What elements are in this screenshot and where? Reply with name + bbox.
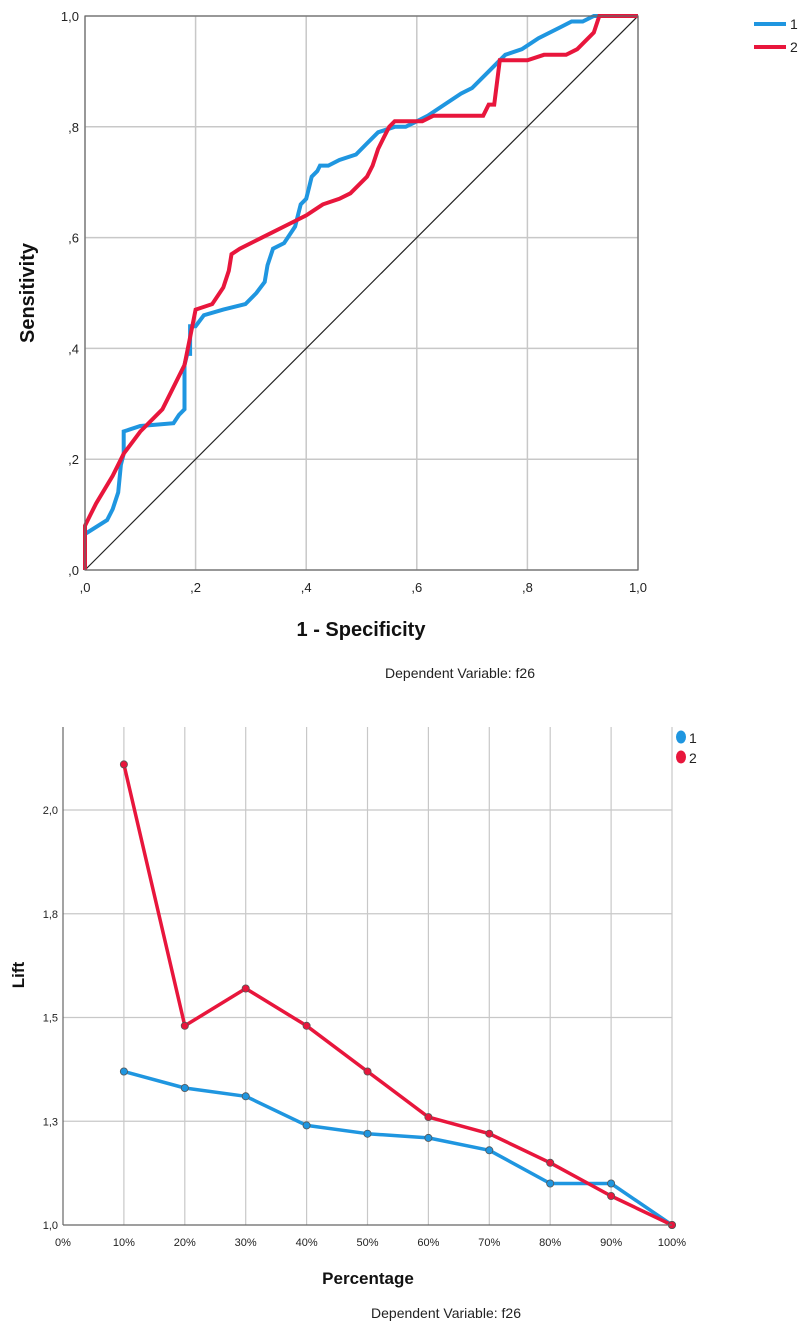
lift-legend-label-1: 1 xyxy=(689,730,697,746)
roc-y-tick-label: ,2 xyxy=(68,452,79,467)
lift-point-series-2 xyxy=(119,760,128,769)
roc-series-line-2 xyxy=(83,14,638,570)
lift-y-axis-title: Lift xyxy=(9,961,28,988)
lift-dependent-variable-note: Dependent Variable: f26 xyxy=(371,1305,521,1321)
roc-plot-frame xyxy=(84,15,639,571)
lift-x-tick-label: 30% xyxy=(235,1237,257,1249)
roc-legend-label-2: 2 xyxy=(790,39,798,55)
lift-point-series-2 xyxy=(302,1021,311,1030)
lift-legend-swatch-2 xyxy=(676,750,686,764)
lift-point-series-1 xyxy=(485,1146,494,1155)
roc-y-tick-label: ,0 xyxy=(68,563,79,578)
lift-point-series-1 xyxy=(302,1121,311,1130)
lift-series-markers xyxy=(119,760,677,1230)
lift-y-tick-label: 2,0 xyxy=(43,805,58,817)
lift-point-series-2 xyxy=(241,984,250,993)
lift-x-tick-label: 0% xyxy=(55,1237,71,1249)
roc-reference-diagonal xyxy=(84,15,639,571)
roc-y-axis-title: Sensitivity xyxy=(17,242,39,343)
lift-point-series-1 xyxy=(607,1179,616,1188)
lift-point-series-2 xyxy=(546,1158,555,1167)
lift-point-series-1 xyxy=(180,1084,189,1093)
lift-point-series-1 xyxy=(241,1092,250,1101)
roc-x-tick-label: ,0 xyxy=(80,580,91,595)
roc-x-tick-label: 1,0 xyxy=(629,580,647,595)
lift-series-line-2 xyxy=(122,764,673,1227)
lift-x-tick-label: 10% xyxy=(113,1237,135,1249)
lift-x-axis-title: Percentage xyxy=(322,1269,414,1288)
lift-legend-label-2: 2 xyxy=(689,750,697,766)
lift-x-tick-label: 40% xyxy=(296,1237,318,1249)
lift-series-lines xyxy=(122,764,673,1227)
roc-series-lines xyxy=(83,14,638,570)
lift-point-series-2 xyxy=(180,1021,189,1030)
lift-point-series-1 xyxy=(424,1133,433,1142)
lift-y-tick-label: 1,8 xyxy=(43,909,58,921)
lift-legend: 1 2 xyxy=(676,730,697,766)
lift-y-tick-label: 1,5 xyxy=(43,1013,58,1025)
lift-legend-swatch-1 xyxy=(676,730,686,744)
lift-x-tick-label: 80% xyxy=(539,1237,561,1249)
lift-x-tick-label: 70% xyxy=(478,1237,500,1249)
lift-point-series-1 xyxy=(119,1067,128,1076)
lift-chart: 0% 10% 20% 30% 40% 50% 60% 70% 80% 90% 100% 1,0 1,3… xyxy=(9,727,697,1321)
roc-legend: 1 2 xyxy=(754,16,798,55)
lift-point-series-2 xyxy=(485,1129,494,1138)
roc-y-tick-label: 1,0 xyxy=(61,9,79,24)
roc-legend-label-1: 1 xyxy=(790,16,798,32)
roc-x-tick-label: ,6 xyxy=(411,580,422,595)
roc-chart: ,0 ,2 ,4 ,6 ,8 1,0 ,0 ,2 ,4 ,6 ,8 1,0 1 - Specific… xyxy=(17,9,798,681)
roc-x-tick-label: ,2 xyxy=(190,580,201,595)
lift-point-series-1 xyxy=(363,1129,372,1138)
lift-x-tick-labels: 0% 10% 20% 30% 40% 50% 60% 70% 80% 90% 100% xyxy=(55,1237,686,1249)
lift-y-tick-label: 1,3 xyxy=(43,1116,58,1128)
lift-x-tick-label: 60% xyxy=(417,1237,439,1249)
roc-dependent-variable-note: Dependent Variable: f26 xyxy=(385,665,535,681)
roc-x-tick-labels: ,0 ,2 ,4 ,6 ,8 1,0 xyxy=(80,580,647,595)
lift-gridlines xyxy=(63,727,673,1225)
roc-y-tick-labels: ,0 ,2 ,4 ,6 ,8 1,0 xyxy=(61,9,79,578)
lift-x-tick-label: 20% xyxy=(174,1237,196,1249)
lift-y-tick-label: 1,0 xyxy=(43,1220,58,1232)
roc-y-tick-label: ,8 xyxy=(68,120,79,135)
lift-y-tick-labels: 1,0 1,3 1,5 1,8 2,0 xyxy=(43,805,58,1232)
lift-point-series-2 xyxy=(363,1067,372,1076)
lift-x-tick-label: 50% xyxy=(356,1237,378,1249)
lift-point-series-2 xyxy=(607,1192,616,1201)
roc-x-tick-label: ,8 xyxy=(522,580,533,595)
roc-x-axis-title: 1 - Specificity xyxy=(297,619,427,641)
roc-x-tick-label: ,4 xyxy=(301,580,312,595)
lift-series-line-1 xyxy=(123,1069,673,1227)
roc-series-line-1 xyxy=(83,14,638,570)
lift-point-series-2 xyxy=(424,1113,433,1122)
roc-y-tick-label: ,6 xyxy=(68,231,79,246)
lift-x-tick-label: 90% xyxy=(600,1237,622,1249)
lift-x-tick-label: 100% xyxy=(658,1237,686,1249)
roc-y-tick-label: ,4 xyxy=(68,341,79,356)
lift-point-series-1 xyxy=(546,1179,555,1188)
